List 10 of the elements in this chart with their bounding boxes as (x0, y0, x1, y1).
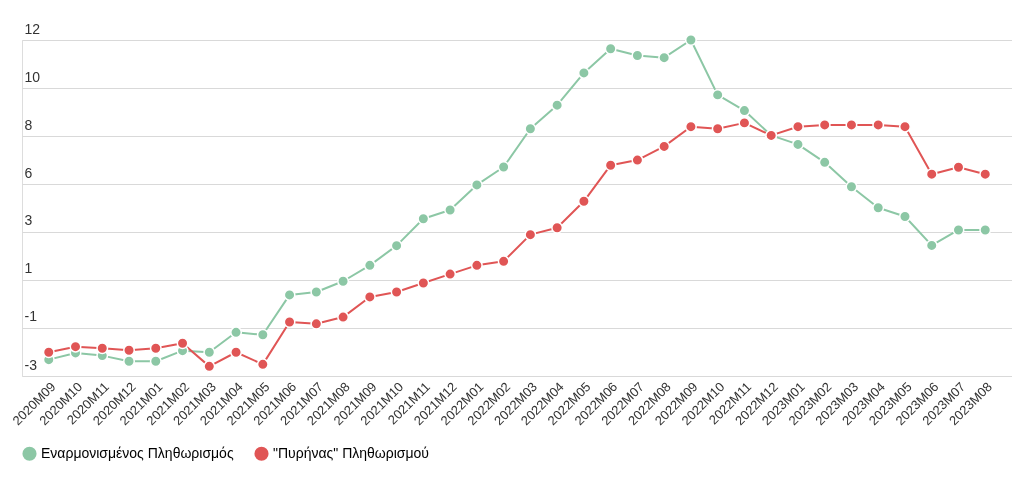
legend-label: "Πυρήνας" Πληθωρισμού (273, 444, 430, 461)
legend-label: Εναρμονισμένος Πληθωρισμός (41, 444, 234, 461)
y-tick-label: 12 (24, 20, 41, 37)
y-tick-label: 8 (24, 116, 33, 133)
y-tick-label: 1 (24, 260, 33, 277)
y-tick-label: 3 (24, 212, 33, 229)
y-tick-label: 10 (24, 68, 41, 85)
y-tick-label: 6 (24, 164, 33, 181)
y-tick-label: -1 (24, 308, 38, 325)
y-tick-label: -3 (24, 356, 38, 373)
